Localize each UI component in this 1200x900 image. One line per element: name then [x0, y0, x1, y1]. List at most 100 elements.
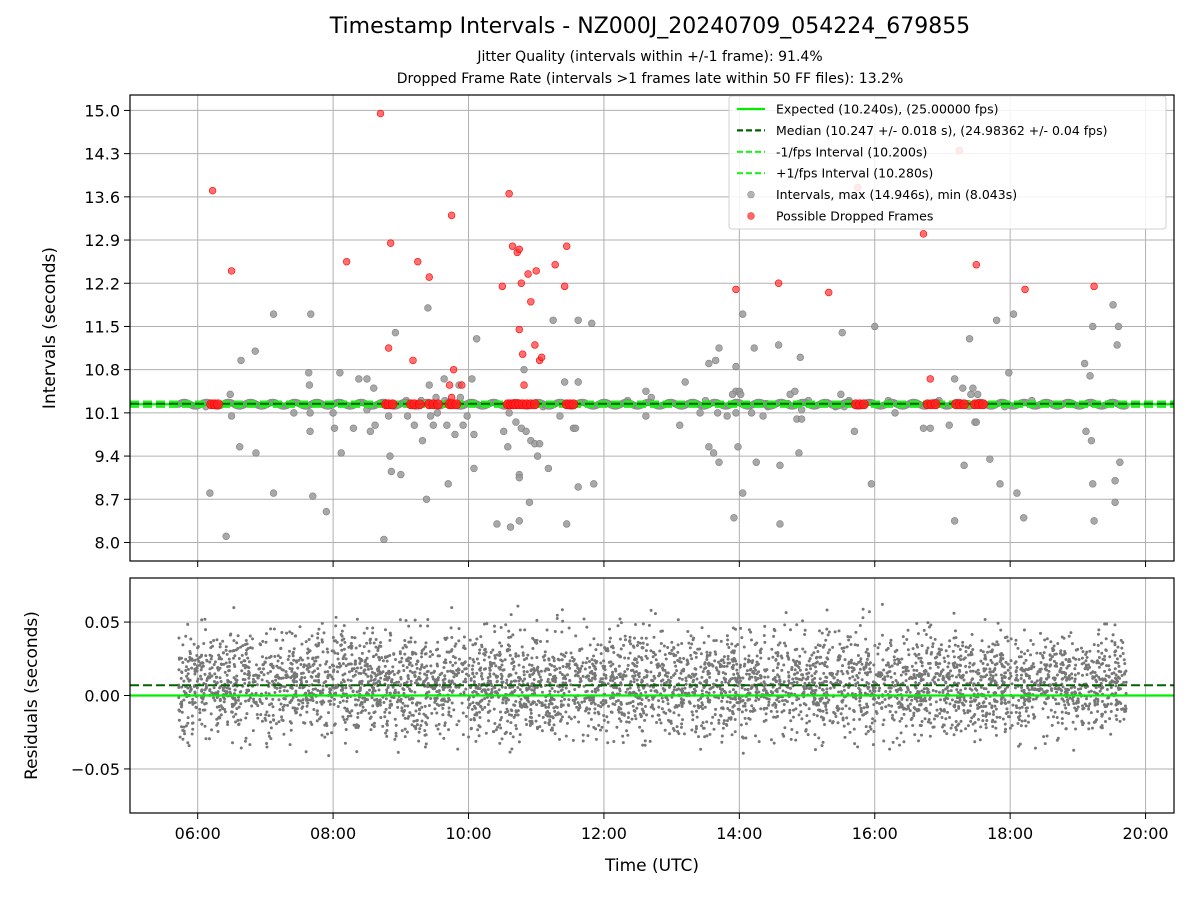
residual-point	[1112, 671, 1116, 675]
residual-point	[309, 698, 313, 702]
residual-point	[259, 713, 263, 717]
residual-point	[619, 702, 623, 706]
residual-point	[499, 726, 503, 730]
residual-point	[578, 649, 582, 653]
residual-point	[208, 667, 212, 671]
residual-point	[988, 676, 992, 680]
residual-point	[340, 634, 344, 638]
residual-point	[775, 690, 779, 694]
residual-point	[295, 683, 299, 687]
residual-point	[438, 732, 442, 736]
residual-point	[471, 664, 475, 668]
residual-point	[388, 711, 392, 715]
residual-point	[243, 672, 247, 676]
residual-point	[904, 679, 908, 683]
residual-point	[1077, 657, 1081, 661]
residual-point	[385, 719, 389, 723]
residual-point	[986, 690, 990, 694]
residual-point	[269, 737, 273, 741]
dropped-frame-point	[505, 190, 513, 198]
residual-point	[376, 669, 380, 673]
residual-point	[391, 685, 395, 689]
residual-point	[290, 698, 294, 702]
residual-point	[325, 647, 329, 651]
residual-point	[547, 702, 551, 706]
residual-point	[362, 669, 366, 673]
residual-point	[1004, 660, 1008, 664]
residual-point	[528, 724, 532, 728]
residual-point	[991, 718, 995, 722]
residual-point	[641, 641, 645, 645]
residual-point	[691, 680, 695, 684]
residual-point	[643, 743, 647, 747]
residual-point	[588, 679, 592, 683]
residual-point	[231, 649, 235, 653]
residual-point	[558, 737, 562, 741]
residual-point	[505, 678, 509, 682]
residual-point	[787, 681, 791, 685]
residual-point	[1067, 677, 1071, 681]
dropped-frame-point	[208, 186, 217, 195]
residual-point	[1081, 704, 1085, 708]
residual-point	[418, 701, 422, 705]
residual-point	[1043, 742, 1047, 746]
residual-point	[890, 704, 894, 708]
residual-point	[593, 671, 597, 675]
interval-point	[709, 449, 718, 457]
residual-point	[734, 690, 738, 694]
interval-point	[950, 375, 959, 383]
residual-point	[501, 701, 505, 705]
residual-point	[694, 724, 698, 728]
residual-point	[999, 673, 1003, 677]
residual-point	[514, 723, 518, 727]
residual-point	[200, 653, 204, 657]
residual-point	[372, 686, 376, 690]
residual-point	[478, 668, 482, 672]
residual-point	[441, 713, 445, 717]
residual-point	[586, 724, 590, 728]
residual-point	[202, 641, 206, 645]
residual-point	[520, 645, 524, 649]
residual-point	[1097, 628, 1101, 632]
residual-point	[811, 678, 815, 682]
residual-point	[781, 689, 785, 693]
residual-point	[649, 661, 653, 665]
residual-point	[1107, 664, 1111, 668]
residual-point	[645, 683, 649, 687]
residual-point	[1086, 663, 1090, 667]
residual-point	[397, 691, 401, 695]
residual-point	[1010, 682, 1014, 686]
dropped-frame-point	[508, 242, 517, 250]
residual-point	[488, 674, 492, 678]
residual-point	[645, 669, 649, 673]
residual-point	[300, 658, 304, 662]
residual-point	[795, 623, 799, 627]
residual-point	[359, 710, 363, 714]
residual-point	[450, 648, 454, 652]
interval-point	[444, 480, 452, 488]
residual-point	[974, 670, 978, 674]
residual-point	[732, 672, 736, 676]
top-ytick-label: 10.8	[84, 361, 120, 380]
residual-point	[619, 621, 623, 625]
residual-point	[652, 635, 656, 639]
top-ytick-label: 9.4	[95, 447, 120, 466]
residual-point	[457, 639, 461, 643]
residual-point	[910, 698, 914, 702]
residual-point	[274, 678, 278, 682]
residual-point	[280, 715, 284, 719]
residual-point	[558, 712, 562, 716]
residual-point	[581, 661, 585, 665]
residual-point	[462, 680, 466, 684]
residual-point	[772, 741, 776, 745]
residual-point	[620, 711, 624, 715]
residual-point	[865, 702, 869, 706]
residual-point	[260, 719, 264, 723]
interval-point	[959, 384, 967, 392]
residual-point	[707, 691, 711, 695]
residual-point	[825, 627, 829, 631]
residual-point	[701, 670, 705, 674]
residual-point	[763, 640, 767, 644]
residual-point	[872, 663, 876, 667]
residual-point	[689, 634, 693, 638]
